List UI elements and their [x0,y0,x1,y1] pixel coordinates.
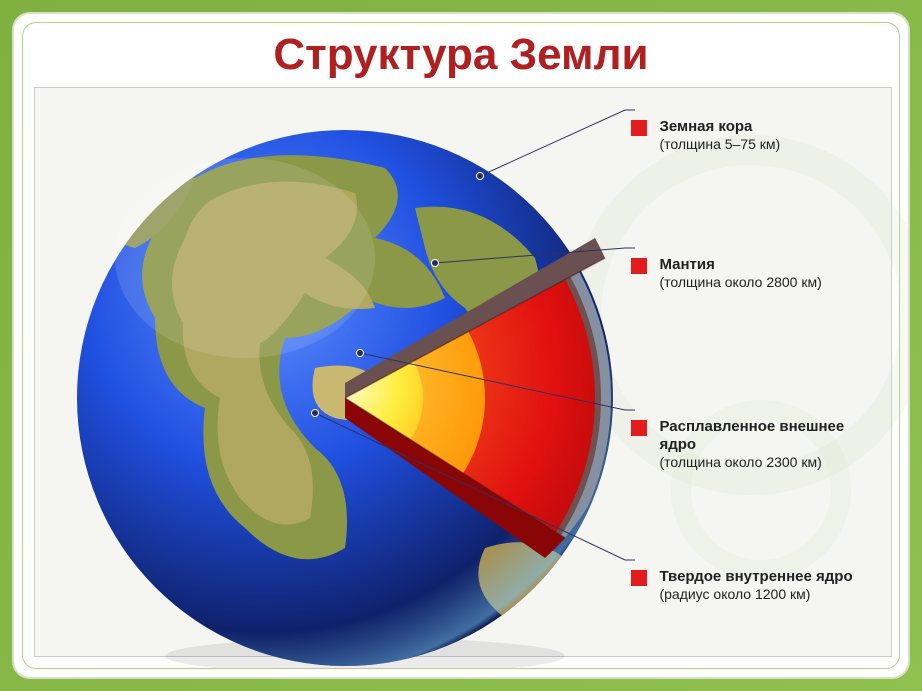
legend: Земная кора (толщина 5–75 км) Мантия (то… [631,106,871,638]
legend-color-crust [631,120,647,136]
dot-crust [476,172,484,180]
legend-title-outer-core: Расплавленное внешнее ядро [659,418,844,453]
dot-outer-core [356,349,364,357]
legend-sub-outer-core: (толщина около 2300 км) [659,454,821,470]
earth-diagram [65,108,625,668]
legend-item-mantle: Мантия (толщина около 2800 км) [631,256,871,292]
legend-title-inner-core: Твердое внутреннее ядро [659,568,852,585]
legend-color-inner-core [631,570,647,586]
legend-item-inner-core: Твердое внутреннее ядро (радиус около 12… [631,568,871,604]
legend-sub-inner-core: (радиус около 1200 км) [659,586,810,602]
dot-inner-core [311,409,319,417]
slide-title: Структура Земли [12,30,910,80]
slide-frame: Структура Земли [12,12,910,679]
legend-sub-crust: (толщина 5–75 км) [659,136,780,152]
legend-sub-mantle: (толщина около 2800 км) [659,274,821,290]
earth-svg [65,108,625,668]
legend-item-crust: Земная кора (толщина 5–75 км) [631,118,871,154]
legend-title-crust: Земная кора [659,118,752,135]
dot-mantle [431,259,439,267]
diagram-area: Земная кора (толщина 5–75 км) Мантия (то… [34,87,892,657]
legend-color-outer-core [631,420,647,436]
legend-title-mantle: Мантия [659,256,714,273]
legend-color-mantle [631,258,647,274]
legend-item-outer-core: Расплавленное внешнее ядро (толщина окол… [631,418,871,472]
